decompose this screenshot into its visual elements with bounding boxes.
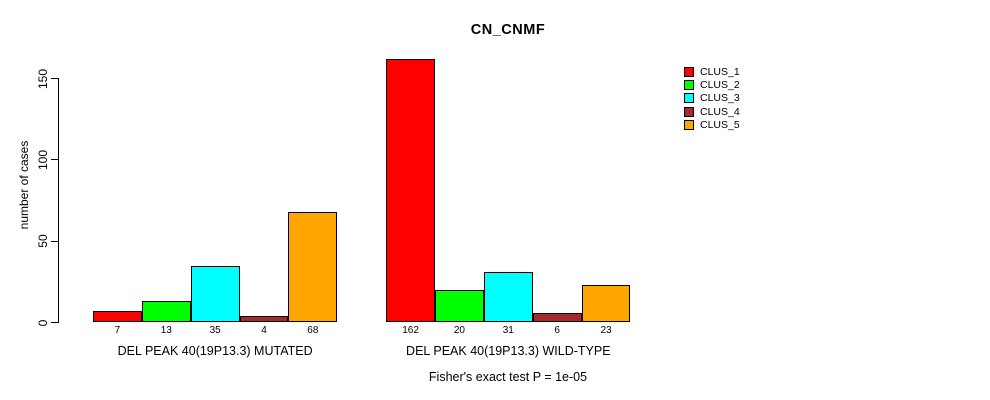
legend-item: CLUS_5	[684, 118, 740, 131]
legend-swatch-clus_1	[684, 66, 694, 77]
bar-clus_4-group2	[532, 312, 582, 323]
y-axis-tick	[51, 240, 58, 242]
legend-label: CLUS_4	[700, 105, 740, 118]
y-axis-tick-label: 150	[36, 68, 50, 89]
bar-clus_3-group1	[190, 265, 240, 323]
bar-value-label: 23	[600, 325, 612, 336]
y-axis-tick	[51, 159, 58, 161]
bar-clus_1-group2	[386, 58, 436, 323]
y-axis-tick-label: 50	[36, 234, 50, 248]
y-axis-tick	[51, 322, 58, 323]
bar-clus_4-group1	[239, 315, 289, 323]
y-axis-tick-label: 0	[36, 319, 50, 326]
bar-value-label: 35	[209, 325, 221, 336]
bar-clus_1-group1	[93, 311, 142, 323]
bar-value-label: 6	[554, 325, 560, 336]
y-axis-line	[58, 78, 59, 323]
legend-swatch-clus_2	[684, 79, 694, 90]
legend-label: CLUS_5	[700, 118, 740, 131]
legend-item: CLUS_2	[684, 78, 740, 91]
bar-clus_2-group2	[435, 289, 484, 323]
legend-label: CLUS_2	[700, 78, 740, 91]
bar-clus_5-group2	[581, 285, 631, 323]
bar-value-label: 31	[502, 325, 514, 336]
legend-item: CLUS_1	[684, 65, 740, 78]
bar-value-label: 13	[160, 325, 172, 336]
legend: CLUS_1 CLUS_2 CLUS_3 CLUS_4 CLUS_5	[684, 65, 740, 131]
legend-swatch-clus_5	[684, 119, 694, 130]
legend-item: CLUS_4	[684, 105, 740, 118]
bar-clus_3-group2	[483, 272, 533, 323]
y-axis-tick	[51, 78, 58, 79]
bar-value-label: 20	[453, 325, 465, 336]
bar-clus_5-group1	[288, 211, 338, 323]
legend-label: CLUS_1	[700, 65, 740, 78]
legend-swatch-clus_3	[684, 93, 694, 104]
legend-item: CLUS_3	[684, 92, 740, 105]
bar-clus_2-group1	[141, 301, 191, 323]
bar-value-label: 68	[307, 325, 319, 336]
chart-title: CN_CNMF	[470, 22, 546, 38]
bar-value-label: 7	[114, 325, 121, 336]
bar-value-label: 162	[402, 325, 419, 336]
x-axis-group-label: DEL PEAK 40(19P13.3) WILD-TYPE	[406, 344, 611, 358]
caption-fishers-test: Fisher's exact test P = 1e-05	[428, 370, 588, 384]
y-axis-tick-label: 100	[36, 149, 50, 170]
bar-value-label: 4	[261, 325, 267, 336]
y-axis-label: number of cases	[17, 140, 31, 230]
x-axis-group-label: DEL PEAK 40(19P13.3) MUTATED	[117, 344, 313, 358]
legend-swatch-clus_4	[684, 106, 694, 117]
legend-label: CLUS_3	[700, 92, 740, 105]
